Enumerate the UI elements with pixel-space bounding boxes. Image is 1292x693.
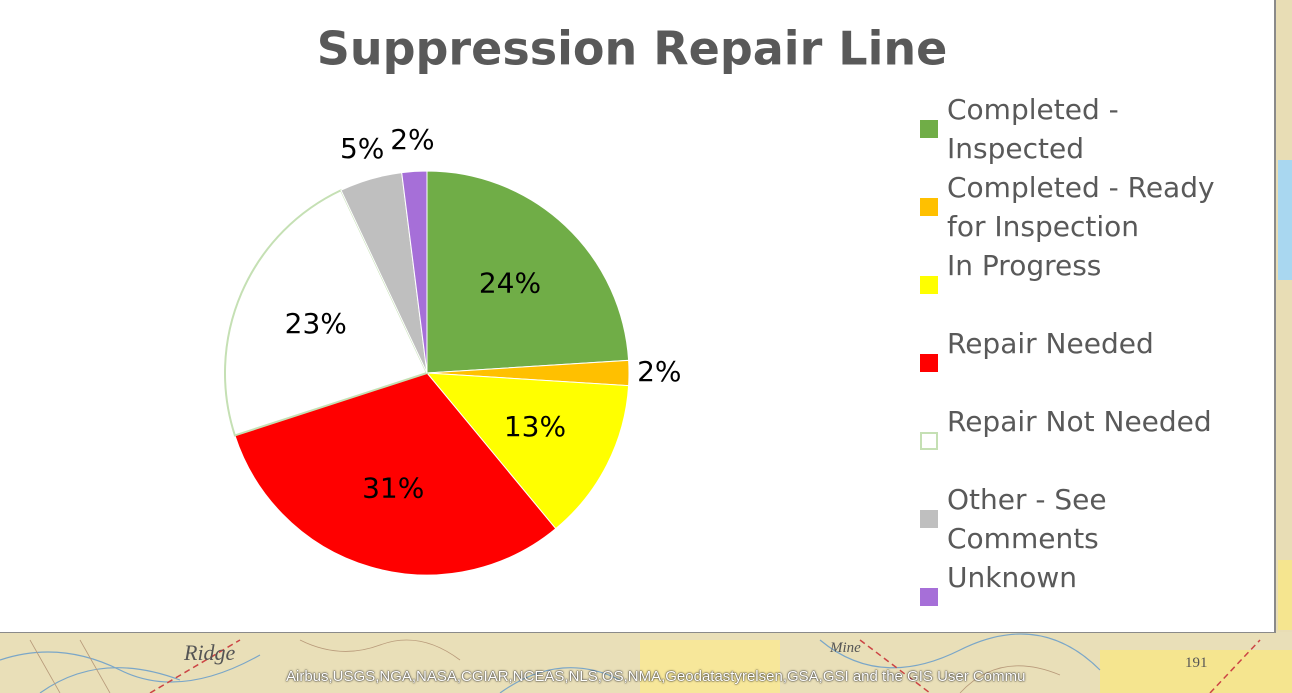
legend-item: Completed - Inspected: [920, 90, 1240, 168]
legend-item: Other - See Comments: [920, 480, 1240, 558]
data-label: 31%: [362, 471, 424, 504]
legend-label: Completed - Ready for Inspection: [947, 168, 1240, 246]
legend-swatch: [920, 198, 938, 216]
legend-label: Unknown: [947, 558, 1077, 597]
data-label: 2%: [390, 123, 434, 156]
legend-item: Completed - Ready for Inspection: [920, 168, 1240, 246]
legend-label: In Progress: [947, 246, 1101, 285]
map-label: Mine: [830, 640, 861, 657]
legend-swatch: [920, 588, 938, 606]
data-label: 5%: [340, 132, 384, 165]
data-label: 13%: [504, 410, 566, 443]
legend-item: Unknown: [920, 558, 1240, 636]
map-label: Ridge: [184, 640, 235, 666]
legend-label: Other - See Comments: [947, 480, 1240, 558]
map-attribution: Airbus,USGS,NGA,NASA,CGIAR,NCEAS,NLS,OS,…: [286, 668, 1025, 685]
legend-swatch: [920, 120, 938, 138]
legend-swatch: [920, 510, 938, 528]
map-label: 191: [1185, 655, 1208, 672]
legend-label: Completed - Inspected: [947, 90, 1240, 168]
legend-item: In Progress: [920, 246, 1240, 324]
legend-item: Repair Needed: [920, 324, 1240, 402]
legend-label: Repair Not Needed: [947, 402, 1212, 441]
data-label: 24%: [479, 267, 541, 300]
data-label: 23%: [285, 307, 347, 340]
legend-item: Repair Not Needed: [920, 402, 1240, 480]
legend-label: Repair Needed: [947, 324, 1154, 363]
data-label: 2%: [637, 355, 681, 388]
chart-title: Suppression Repair Line: [317, 22, 948, 76]
legend-swatch: [920, 276, 938, 294]
legend-swatch: [920, 354, 938, 372]
page: Ridge Mine 191 Suppression Repair Line 2…: [0, 0, 1292, 693]
legend-swatch: [920, 432, 938, 450]
